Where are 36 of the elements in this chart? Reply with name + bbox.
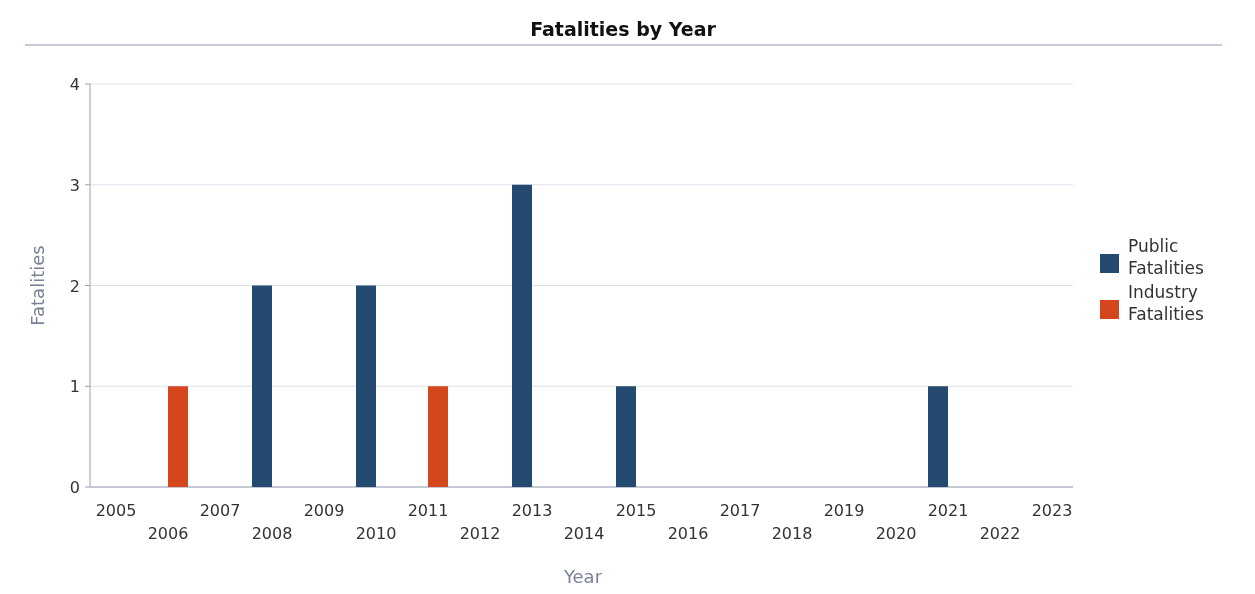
x-tick-label: 2021 xyxy=(927,501,969,520)
x-tick-label: 2017 xyxy=(719,501,761,520)
x-tick-label: 2012 xyxy=(459,524,501,543)
x-tick-label: 2007 xyxy=(199,501,241,520)
x-tick-label: 2008 xyxy=(251,524,293,543)
bar xyxy=(512,184,532,487)
bar xyxy=(168,386,188,487)
y-tick-label: 0 xyxy=(69,478,80,497)
x-tick-label: 2016 xyxy=(667,524,709,543)
y-axis-title: Fatalities xyxy=(27,245,48,326)
x-tick-label: 2011 xyxy=(407,501,449,520)
x-tick-label: 2020 xyxy=(875,524,917,543)
x-tick-label: 2018 xyxy=(771,524,813,543)
x-tick-label: 2005 xyxy=(95,501,137,520)
bar xyxy=(616,386,636,487)
bar xyxy=(252,285,272,487)
legend-label: Public Fatalities xyxy=(1128,236,1205,278)
chart-title: Fatalities by Year xyxy=(530,18,717,40)
legend-label: Industry Fatalities xyxy=(1128,282,1205,324)
y-tick-label: 4 xyxy=(69,75,80,94)
x-tick-label: 2015 xyxy=(615,501,657,520)
x-tick-label: 2023 xyxy=(1031,501,1073,520)
x-tick-label: 2009 xyxy=(303,501,345,520)
x-tick-label: 2022 xyxy=(979,524,1021,543)
x-tick-label: 2013 xyxy=(511,501,553,520)
bar xyxy=(928,386,948,487)
y-tick-label: 1 xyxy=(69,377,80,397)
x-tick-label: 2019 xyxy=(823,501,865,520)
y-tick-label: 2 xyxy=(69,276,80,296)
bar xyxy=(428,386,448,487)
x-axis-title: Year xyxy=(562,566,603,587)
bar xyxy=(356,285,376,487)
y-tick-label: 3 xyxy=(69,175,80,195)
x-tick-label: 2006 xyxy=(147,524,189,543)
x-tick-label: 2014 xyxy=(563,524,605,543)
x-tick-label: 2010 xyxy=(355,524,397,543)
